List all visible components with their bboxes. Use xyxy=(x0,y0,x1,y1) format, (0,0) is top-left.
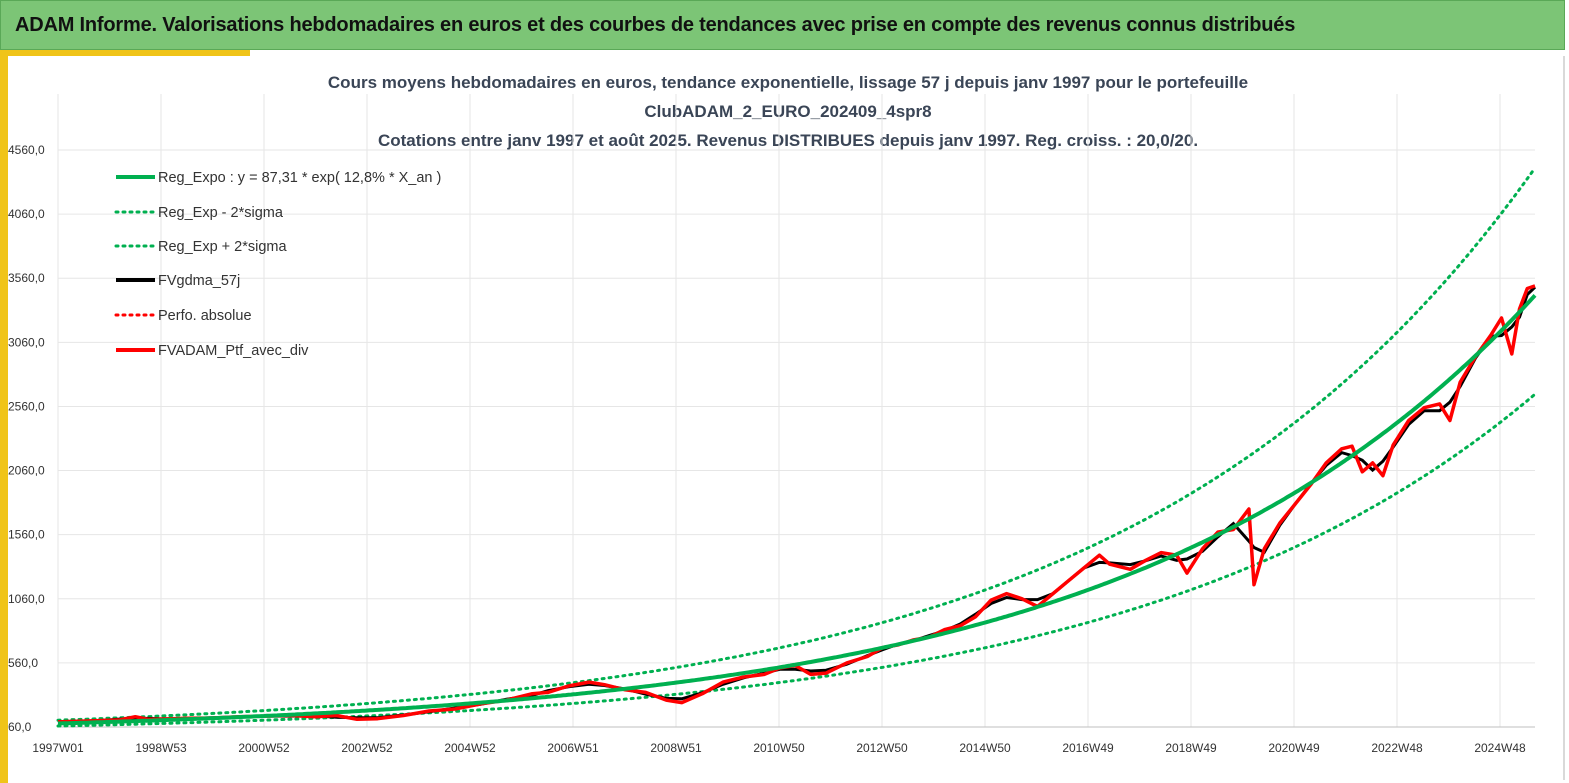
legend-label: FVgdma_57j xyxy=(158,273,240,289)
series-reg-exp-minus-2sigma xyxy=(56,392,1537,728)
y-tick-label: 560,0 xyxy=(8,656,38,670)
y-tick-label: 60,0 xyxy=(8,720,32,734)
y-tick-label: 4560,0 xyxy=(8,143,45,157)
chart-title: Cours moyens hebdomadaires en euros, ten… xyxy=(328,73,1248,150)
x-tick-label: 2004W52 xyxy=(444,741,496,755)
legend-label: Reg_Exp - 2*sigma xyxy=(158,205,284,221)
y-tick-label: 2560,0 xyxy=(8,399,45,413)
x-tick-label: 2000W52 xyxy=(238,741,290,755)
legend-label: Reg_Exp + 2*sigma xyxy=(158,239,287,255)
legend-label: Reg_Expo : y = 87,31 * exp( 12,8% * X_an… xyxy=(158,170,441,186)
x-tick-label: 2002W52 xyxy=(341,741,393,755)
x-tick-label: 2020W49 xyxy=(1268,741,1320,755)
chart-frame xyxy=(8,56,1565,780)
banner-title: ADAM Informe. Valorisations hebdomadaire… xyxy=(15,14,1296,36)
x-tick-label: 2010W50 xyxy=(753,741,805,755)
x-tick-label: 2012W50 xyxy=(856,741,908,755)
y-tick-label: 3060,0 xyxy=(8,335,45,349)
legend-label: Perfo. absolue xyxy=(158,308,252,324)
x-axis-ticks: 1997W01 1998W53 2000W52 2002W52 2004W52 2006W… xyxy=(32,741,1526,755)
page-banner: ADAM Informe. Valorisations hebdomadaire… xyxy=(0,0,1565,50)
x-tick-label: 2014W50 xyxy=(959,741,1011,755)
x-tick-label: 2008W51 xyxy=(650,741,702,755)
legend-label: FVADAM_Ptf_avec_div xyxy=(158,343,309,359)
series-reg-exp-plus-2sigma xyxy=(56,166,1537,722)
chart-title-line-2: ClubADAM_2_EURO_202409_4spr8 xyxy=(644,102,931,121)
accent-bar-left xyxy=(0,50,8,783)
chart-grid xyxy=(57,94,1535,728)
y-tick-label: 3560,0 xyxy=(8,271,45,285)
y-tick-label: 1060,0 xyxy=(8,592,45,606)
chart-series xyxy=(56,166,1537,728)
chart-title-line-1: Cours moyens hebdomadaires en euros, ten… xyxy=(328,73,1248,92)
y-tick-label: 4060,0 xyxy=(8,207,45,221)
x-tick-label: 1998W53 xyxy=(135,741,187,755)
accent-bar-top xyxy=(0,50,250,56)
chart-title-line-3: Cotations entre janv 1997 et août 2025. … xyxy=(378,131,1198,150)
series-reg-expo xyxy=(57,294,1537,726)
series-fvadam-ptf-avec-div xyxy=(57,284,1536,724)
y-tick-label: 1560,0 xyxy=(8,528,45,542)
y-axis-ticks: 60,0 560,0 1060,0 1560,0 2060,0 2560,0 3060,0 3… xyxy=(8,143,45,734)
x-tick-label: 2006W51 xyxy=(547,741,599,755)
x-tick-label: 2016W49 xyxy=(1062,741,1114,755)
x-tick-label: 1997W01 xyxy=(32,741,84,755)
x-tick-label: 2018W49 xyxy=(1165,741,1217,755)
x-tick-label: 2022W48 xyxy=(1371,741,1423,755)
x-tick-label: 2024W48 xyxy=(1474,741,1526,755)
y-tick-label: 2060,0 xyxy=(8,464,45,478)
chart-legend: Reg_Expo : y = 87,31 * exp( 12,8% * X_an… xyxy=(114,170,441,359)
